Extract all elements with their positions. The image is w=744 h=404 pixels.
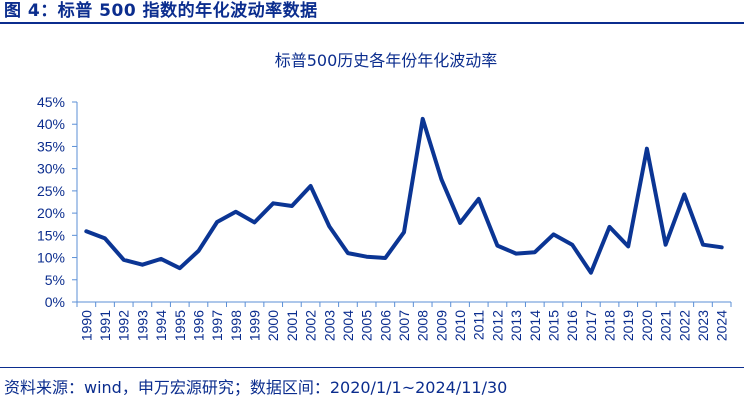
x-tick-label: 1991 <box>97 310 113 341</box>
footer-divider <box>0 367 744 368</box>
x-tick-label: 2022 <box>676 310 692 341</box>
x-tick-label: 1997 <box>209 310 225 341</box>
chart-title: 标普500历史各年份年化波动率 <box>275 51 498 70</box>
y-tick-label: 30% <box>37 161 65 177</box>
x-tick-label: 2011 <box>471 310 487 340</box>
y-tick-label: 35% <box>37 138 65 154</box>
y-tick-label: 0% <box>45 294 65 310</box>
y-tick-label: 15% <box>37 227 65 243</box>
x-tick-label: 1992 <box>116 310 132 341</box>
x-tick-label: 2004 <box>340 310 356 341</box>
y-tick-label: 40% <box>37 116 65 132</box>
x-tick-label: 2018 <box>602 310 618 341</box>
x-tick-label: 2023 <box>695 310 711 341</box>
x-tick-label: 2000 <box>265 310 281 341</box>
x-tick-label: 2007 <box>396 310 412 341</box>
y-tick-label: 20% <box>37 205 65 221</box>
y-axis: 0% 5% 10% 15% 20% 25% 30% 35% 40% 45% <box>37 94 78 310</box>
x-tick-label: 1993 <box>134 310 150 341</box>
x-tick-label: 1999 <box>247 310 263 341</box>
x-tick-label: 2010 <box>452 310 468 341</box>
x-tick-label: 2001 <box>284 310 300 341</box>
x-tick-label: 2012 <box>489 310 505 341</box>
figure-title: 图 4：标普 500 指数的年化波动率数据 <box>4 1 318 21</box>
x-tick-label: 1990 <box>78 310 94 341</box>
x-tick-label: 2024 <box>714 310 730 341</box>
y-tick-label: 10% <box>37 250 65 266</box>
x-tick-label: 2013 <box>508 310 524 341</box>
header-divider <box>0 22 744 24</box>
x-tick-label: 2021 <box>658 310 674 341</box>
x-tick-label: 2003 <box>321 310 337 341</box>
x-tick-label: 2019 <box>620 310 636 341</box>
line-chart: 标普500历史各年份年化波动率 0% 5% 10% 15% 20% 25% 30% 35% 40… <box>37 51 732 341</box>
source-note: 资料来源：wind，申万宏源研究；数据区间：2020/1/1~2024/11/3… <box>4 378 508 397</box>
x-axis: 1990 1991 1992 1993 1994 1995 1996 1997 1998 1999… <box>72 301 732 341</box>
x-tick-label: 2002 <box>303 310 319 341</box>
x-tick-label: 2015 <box>545 310 561 341</box>
x-tick-label: 1996 <box>190 310 206 341</box>
x-tick-label: 2008 <box>415 310 431 341</box>
x-tick-label: 1994 <box>153 310 169 341</box>
x-tick-label: 2014 <box>527 310 543 341</box>
y-tick-label: 45% <box>37 94 65 110</box>
x-tick-label: 2016 <box>564 310 580 341</box>
y-tick-label: 25% <box>37 183 65 199</box>
x-tick-label: 1995 <box>172 310 188 341</box>
x-tick-label: 2005 <box>359 310 375 341</box>
volatility-series-line <box>84 116 724 275</box>
x-tick-label: 2017 <box>583 310 599 341</box>
x-tick-label: 1998 <box>228 310 244 341</box>
y-tick-label: 5% <box>45 272 65 288</box>
x-tick-label: 2009 <box>433 310 449 341</box>
x-tick-label: 2020 <box>639 310 655 341</box>
x-tick-label: 2006 <box>377 310 393 341</box>
